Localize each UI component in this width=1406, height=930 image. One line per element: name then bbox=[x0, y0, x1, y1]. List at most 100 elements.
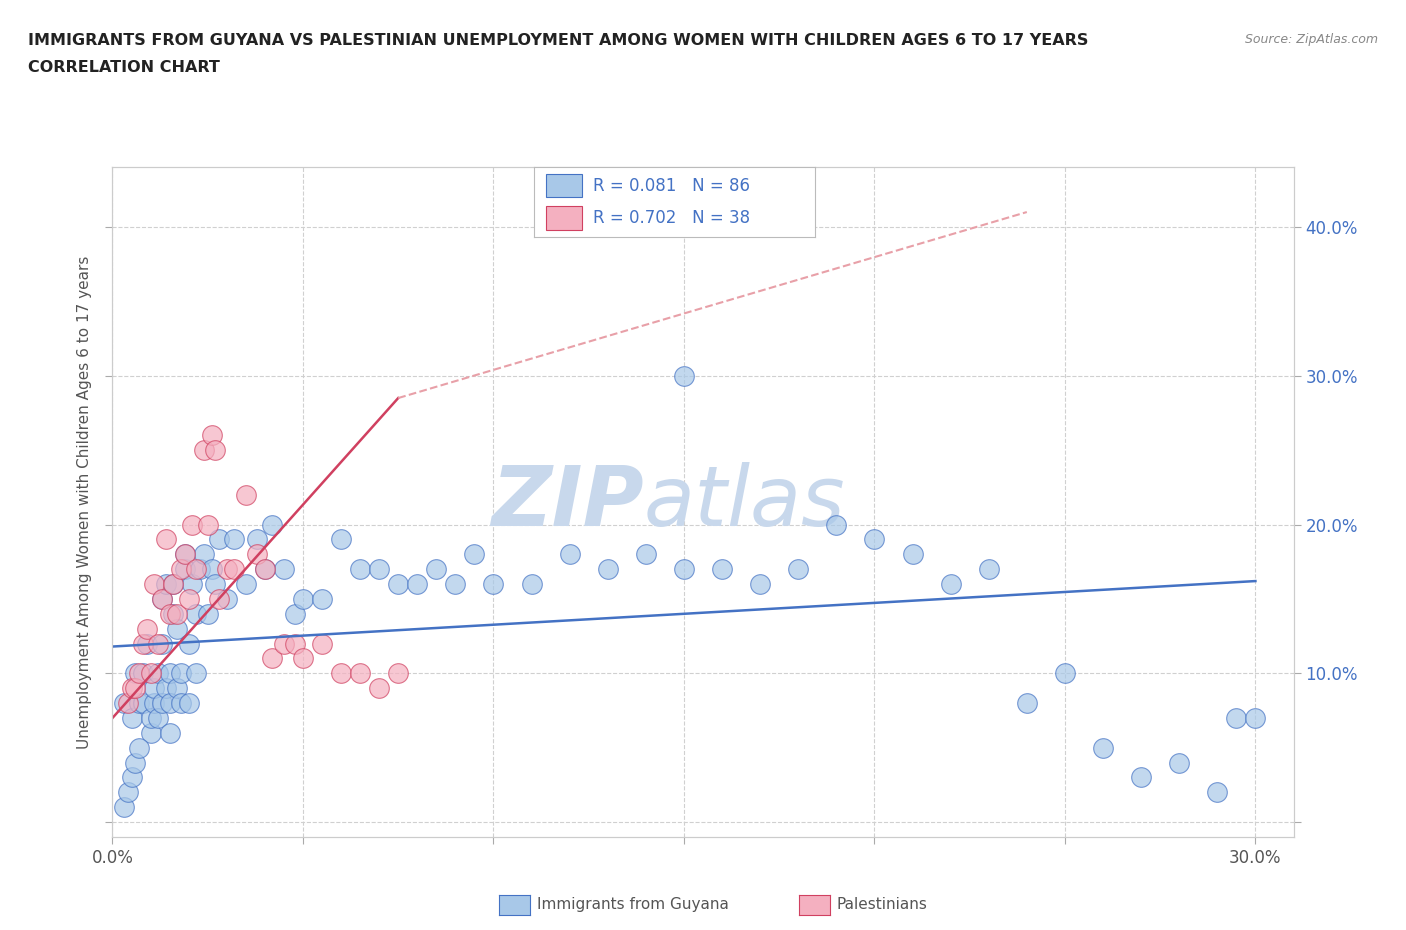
Point bbox=[193, 547, 215, 562]
Point bbox=[124, 755, 146, 770]
Point bbox=[186, 562, 208, 577]
Point bbox=[135, 621, 157, 636]
Point bbox=[482, 577, 505, 591]
Point bbox=[634, 547, 657, 562]
Text: Source: ZipAtlas.com: Source: ZipAtlas.com bbox=[1244, 33, 1378, 46]
Point bbox=[291, 591, 314, 606]
Point bbox=[262, 517, 284, 532]
Point bbox=[121, 681, 143, 696]
Point bbox=[863, 532, 886, 547]
Point bbox=[159, 696, 181, 711]
Point bbox=[387, 666, 409, 681]
Point bbox=[148, 636, 170, 651]
Y-axis label: Unemployment Among Women with Children Ages 6 to 17 years: Unemployment Among Women with Children A… bbox=[77, 256, 93, 749]
Point bbox=[186, 606, 208, 621]
Point bbox=[1130, 770, 1153, 785]
Point bbox=[1206, 785, 1229, 800]
Point bbox=[188, 562, 211, 577]
Point bbox=[204, 443, 226, 458]
Point bbox=[197, 517, 219, 532]
Point bbox=[150, 591, 173, 606]
Point bbox=[143, 681, 166, 696]
Point bbox=[148, 666, 170, 681]
Point bbox=[224, 532, 246, 547]
Point bbox=[155, 681, 177, 696]
Point bbox=[177, 636, 200, 651]
Point bbox=[253, 562, 276, 577]
Point bbox=[166, 621, 188, 636]
Point bbox=[143, 696, 166, 711]
Point bbox=[159, 666, 181, 681]
Point bbox=[235, 577, 257, 591]
Point bbox=[672, 562, 695, 577]
Text: ZIP: ZIP bbox=[491, 461, 644, 543]
Point bbox=[284, 636, 307, 651]
Point bbox=[330, 532, 353, 547]
Point bbox=[977, 562, 1000, 577]
Point bbox=[155, 532, 177, 547]
Point bbox=[173, 547, 195, 562]
Text: CORRELATION CHART: CORRELATION CHART bbox=[28, 60, 219, 75]
Point bbox=[262, 651, 284, 666]
Point bbox=[159, 606, 181, 621]
Point bbox=[117, 785, 139, 800]
Point bbox=[444, 577, 467, 591]
Point bbox=[128, 740, 150, 755]
Point bbox=[311, 591, 333, 606]
Text: R = 0.702   N = 38: R = 0.702 N = 38 bbox=[593, 209, 751, 227]
Text: IMMIGRANTS FROM GUYANA VS PALESTINIAN UNEMPLOYMENT AMONG WOMEN WITH CHILDREN AGE: IMMIGRANTS FROM GUYANA VS PALESTINIAN UN… bbox=[28, 33, 1088, 47]
Point bbox=[387, 577, 409, 591]
Point bbox=[208, 532, 231, 547]
Point bbox=[197, 606, 219, 621]
Point bbox=[1168, 755, 1191, 770]
Point bbox=[901, 547, 924, 562]
Point bbox=[425, 562, 447, 577]
Point bbox=[596, 562, 619, 577]
Point bbox=[672, 368, 695, 383]
Point bbox=[246, 532, 269, 547]
Point bbox=[558, 547, 581, 562]
Point bbox=[150, 591, 173, 606]
Point bbox=[150, 696, 173, 711]
Point bbox=[463, 547, 485, 562]
Point bbox=[246, 547, 269, 562]
Point bbox=[273, 562, 295, 577]
Point bbox=[143, 577, 166, 591]
Point bbox=[139, 711, 162, 725]
FancyBboxPatch shape bbox=[546, 206, 582, 230]
Point bbox=[173, 562, 195, 577]
Point bbox=[208, 591, 231, 606]
Text: atlas: atlas bbox=[644, 461, 845, 543]
Point bbox=[186, 666, 208, 681]
FancyBboxPatch shape bbox=[546, 174, 582, 197]
Point bbox=[1225, 711, 1247, 725]
Point bbox=[148, 711, 170, 725]
Point bbox=[132, 636, 155, 651]
Point bbox=[939, 577, 962, 591]
Text: R = 0.081   N = 86: R = 0.081 N = 86 bbox=[593, 177, 751, 194]
Point bbox=[166, 681, 188, 696]
Point bbox=[155, 577, 177, 591]
Point bbox=[711, 562, 734, 577]
Text: Palestinians: Palestinians bbox=[837, 897, 928, 912]
Point bbox=[170, 696, 193, 711]
Point bbox=[291, 651, 314, 666]
Point bbox=[162, 606, 184, 621]
Point bbox=[121, 770, 143, 785]
Point bbox=[311, 636, 333, 651]
Point bbox=[406, 577, 429, 591]
Point bbox=[181, 517, 204, 532]
Point bbox=[1015, 696, 1038, 711]
Point bbox=[128, 666, 150, 681]
Point bbox=[124, 681, 146, 696]
Point bbox=[368, 681, 391, 696]
Point bbox=[749, 577, 772, 591]
Point bbox=[273, 636, 295, 651]
Point bbox=[124, 666, 146, 681]
Point bbox=[215, 562, 238, 577]
Point bbox=[787, 562, 810, 577]
Point bbox=[253, 562, 276, 577]
Point bbox=[128, 696, 150, 711]
Point bbox=[330, 666, 353, 681]
Point bbox=[112, 800, 135, 815]
